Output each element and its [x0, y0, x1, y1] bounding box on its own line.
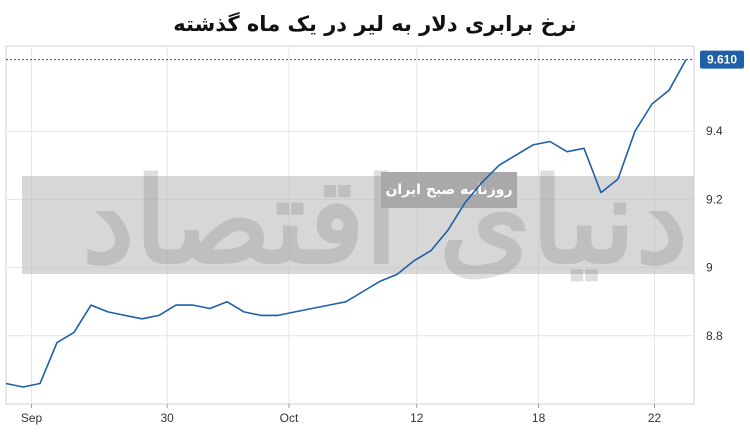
watermark-subtitle-box [381, 172, 517, 208]
x-tick-label: 30 [160, 411, 174, 425]
y-tick-label: 9 [706, 261, 713, 275]
y-axis: 8.8 9 9.2 9.4 [706, 124, 723, 343]
x-tick-label: 22 [648, 411, 662, 425]
watermark: دنیای اقتصاد روزنامه صبح ایران [22, 151, 694, 290]
x-axis: Sep 30 Oct 12 18 22 [21, 404, 662, 425]
x-tick-label: 12 [410, 411, 424, 425]
y-tick-label: 8.8 [706, 329, 723, 343]
x-tick-label: Oct [280, 411, 299, 425]
y-tick-label: 9.2 [706, 192, 723, 206]
y-tick-label: 9.4 [706, 124, 723, 138]
watermark-subtitle: روزنامه صبح ایران [385, 182, 512, 198]
watermark-logo-text: دنیای اقتصاد [82, 151, 688, 290]
last-value-label: 9.610 [707, 53, 737, 67]
x-tick-label: 18 [532, 411, 546, 425]
last-value-badge [700, 50, 744, 69]
x-tick-label: Sep [21, 411, 43, 425]
chart-title: نرخ برابری دلار به لیر در یک ماه گذشته [173, 12, 577, 36]
watermark-band [22, 176, 694, 274]
series-line [5, 59, 687, 388]
